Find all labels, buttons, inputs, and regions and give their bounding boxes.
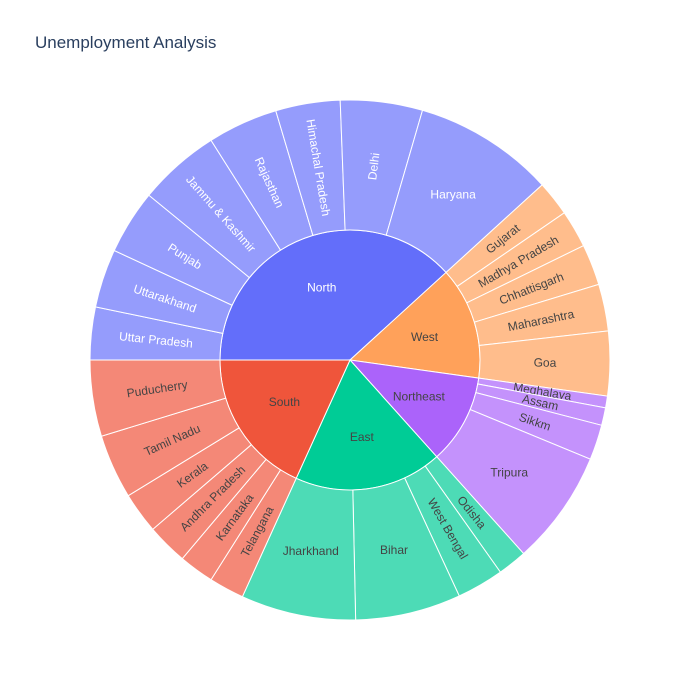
chart-title: Unemployment Analysis [35,33,217,52]
state-puducherry[interactable] [89,359,227,437]
